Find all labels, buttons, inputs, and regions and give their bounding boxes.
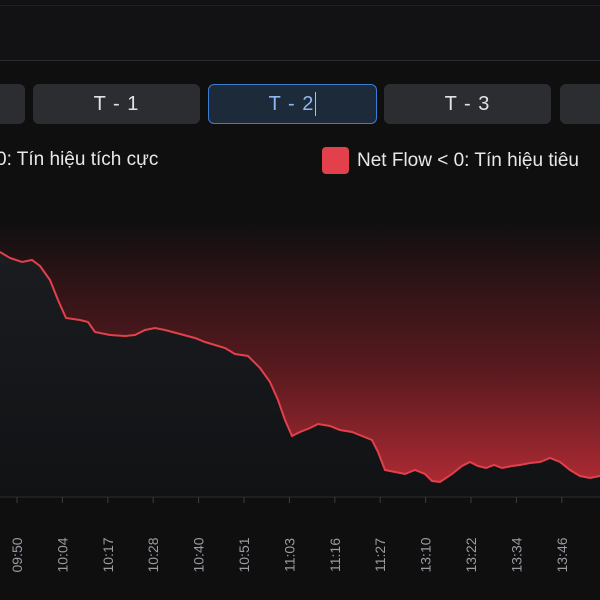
tab-t3[interactable]: T - 3: [384, 84, 551, 124]
legend-negative-label: Net Flow < 0: Tín hiệu tiêu: [357, 149, 579, 171]
top-bar: [0, 0, 600, 61]
tab-t2-label: T - 2: [268, 92, 315, 115]
chart-legend: 0: Tín hiệu tích cực Net Flow < 0: Tín h…: [0, 145, 600, 175]
x-tick-label: 11:03: [281, 538, 297, 572]
chart-line: [0, 251, 600, 484]
x-tick-label: 13:34: [508, 537, 524, 572]
tab-t4[interactable]: [560, 84, 600, 124]
chart-area: [0, 252, 600, 497]
tab-t1[interactable]: T - 1: [33, 84, 200, 124]
tab-t3-label: T - 3: [444, 92, 491, 115]
x-tick-label: 13:22: [463, 537, 479, 572]
legend-positive-label: 0: Tín hiệu tích cực: [0, 149, 159, 170]
x-axis-ticks: 09:50 10:04 10:17 10:28 10:40 10:51 11:03 11:16…: [9, 497, 600, 573]
x-tick-label: 13:46: [554, 537, 570, 572]
x-tick-label: 11:16: [327, 538, 343, 572]
text-caret: [315, 92, 317, 116]
x-tick-label: 10:17: [100, 537, 116, 572]
day-tabs: T - 1 T - 2 T - 3: [0, 84, 600, 126]
tab-t1-label: T - 1: [93, 92, 140, 115]
x-tick-label: 10:51: [236, 537, 252, 572]
net-flow-chart: 09:50 10:04 10:17 10:28 10:40 10:51 11:03 11:16…: [0, 220, 600, 573]
legend-negative-swatch: [322, 147, 349, 174]
top-divider: [0, 5, 600, 6]
x-tick-label: 10:04: [54, 537, 70, 572]
x-tick-label: 10:40: [191, 537, 207, 572]
x-tick-label: 09:50: [9, 537, 25, 572]
x-tick-label: 11:27: [372, 538, 388, 572]
tab-t0[interactable]: [0, 84, 25, 124]
x-tick-label: 13:10: [418, 537, 434, 572]
x-tick-label: 10:28: [145, 537, 161, 572]
legend-negative: Net Flow < 0: Tín hiệu tiêu: [322, 147, 579, 174]
tab-t2[interactable]: T - 2: [208, 84, 377, 124]
